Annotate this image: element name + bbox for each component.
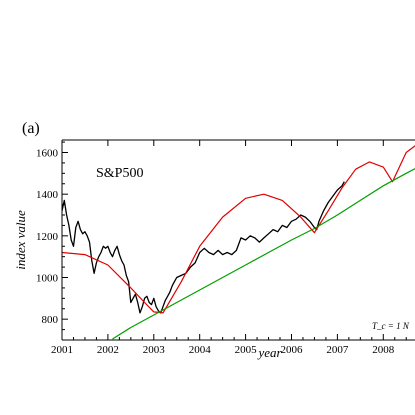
sp500-index-line xyxy=(62,181,345,314)
power-law-trend-line xyxy=(112,167,415,340)
x-tick-label: 2004 xyxy=(189,344,212,356)
x-tick-label: 2005 xyxy=(235,344,258,356)
log-periodic-fit-line xyxy=(62,145,415,314)
critical-time-annotation: T_c = 1 N xyxy=(372,321,409,331)
chart-title: S&P500 xyxy=(96,166,144,181)
y-tick-label: 1000 xyxy=(36,273,59,285)
y-tick-label: 800 xyxy=(42,314,59,326)
x-tick-label: 2002 xyxy=(97,344,119,356)
x-tick-label: 2008 xyxy=(372,344,395,356)
y-tick-label: 1400 xyxy=(36,189,59,201)
y-tick-label: 1200 xyxy=(36,231,59,243)
x-axis-title: year xyxy=(256,345,282,360)
x-tick-label: 2001 xyxy=(51,344,73,356)
panel-label: (a) xyxy=(22,120,40,137)
x-tick-label: 2003 xyxy=(143,344,166,356)
y-axis-title: index value xyxy=(13,210,28,270)
x-tick-label: 2006 xyxy=(280,344,303,356)
y-tick-label: 1600 xyxy=(36,148,59,160)
x-tick-label: 2007 xyxy=(326,344,349,356)
